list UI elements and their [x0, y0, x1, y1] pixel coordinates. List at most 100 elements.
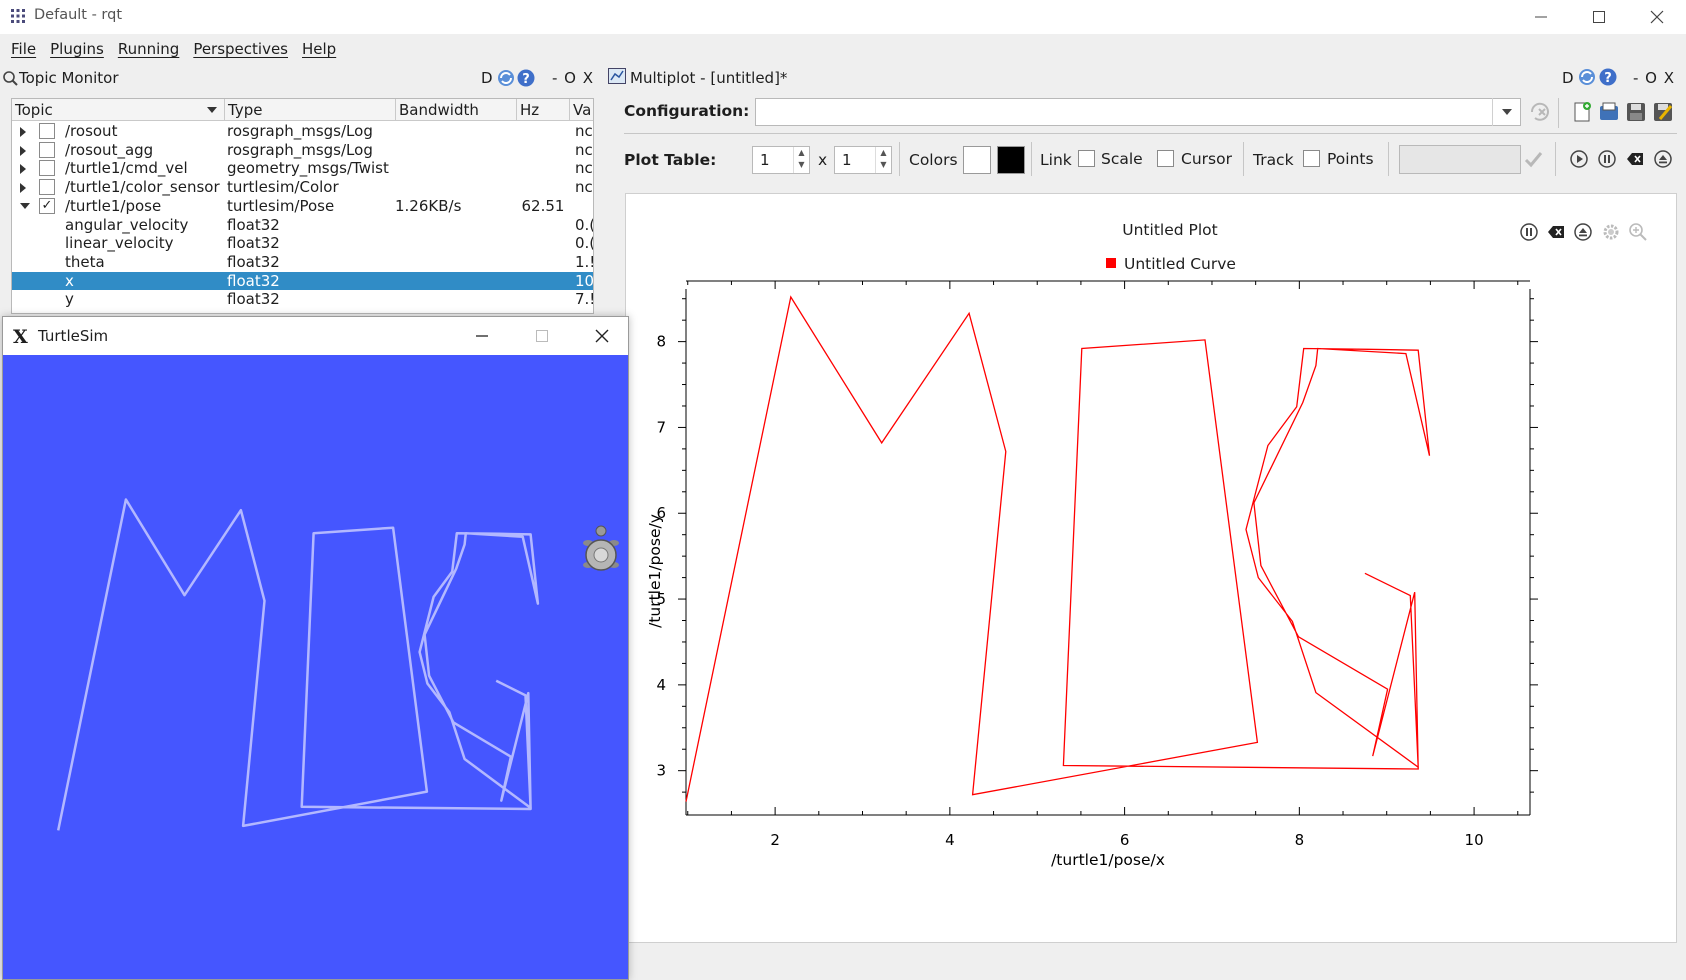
column-hz[interactable]: Hz [517, 99, 570, 121]
maximize-icon[interactable] [535, 329, 549, 343]
menu-file[interactable]: File [11, 40, 37, 58]
configuration-input[interactable] [755, 98, 1521, 126]
topic-row[interactable]: /rosout_agg rosgraph_msgs/Log nc [12, 141, 593, 160]
multiplot-app-icon [608, 68, 626, 84]
menu-help[interactable]: Help [302, 40, 337, 58]
help-icon[interactable]: ? [1598, 67, 1618, 87]
x-tick-label: 6 [1120, 831, 1130, 849]
topic-row[interactable]: linear_velocity float32 0.( [12, 234, 593, 253]
plot-widget[interactable] [625, 193, 1677, 943]
topic-row[interactable]: theta float32 1.! [12, 253, 593, 272]
pause-icon[interactable] [1519, 222, 1539, 242]
eject-icon[interactable] [1573, 222, 1593, 242]
topic-row[interactable]: /turtle1/color_sensor turtlesim/Color nc [12, 178, 593, 197]
menu-plugins[interactable]: Plugins [50, 40, 104, 58]
topic-row[interactable]: /rosout rosgraph_msgs/Log nc [12, 122, 593, 141]
y-tick-label: 3 [656, 762, 666, 780]
curve-line [685, 295, 1431, 802]
menu-perspectives[interactable]: Perspectives [193, 40, 288, 58]
topic-name: /turtle1/cmd_vel [65, 159, 188, 178]
topic-checkbox[interactable]: ✓ [39, 197, 55, 214]
topic-value: nc [575, 178, 593, 197]
toolbar-separator [1031, 142, 1032, 176]
topic-name: theta [65, 252, 105, 271]
topic-type: turtlesim/Color [227, 178, 339, 197]
configuration-dropdown[interactable] [1492, 98, 1520, 126]
menu-running[interactable]: Running [117, 40, 180, 58]
turtlesim-window[interactable]: X TurtleSim [2, 316, 629, 980]
refresh-icon[interactable] [496, 68, 516, 88]
close-button[interactable] [1628, 0, 1686, 34]
foreground-color-swatch[interactable] [997, 146, 1025, 174]
play-icon[interactable] [1569, 149, 1589, 169]
topic-type: geometry_msgs/Twist [227, 159, 389, 178]
turtle-trail [56, 498, 619, 831]
y-tick-label: 5 [656, 590, 666, 608]
column-topic[interactable]: Topic [12, 99, 225, 121]
plot-canvas[interactable]: 2 4 6 8 10 3 4 5 6 7 8/turtle1/pose/x/turtle1/pose… [625, 193, 1677, 943]
background-color-swatch[interactable] [963, 146, 991, 174]
topic-name: linear_velocity [65, 234, 174, 253]
plot-table-label: Plot Table: [624, 151, 717, 169]
save-icon[interactable] [1625, 101, 1647, 123]
eject-icon[interactable] [1653, 149, 1673, 169]
save-as-icon[interactable] [1652, 101, 1674, 123]
maximize-button[interactable] [1570, 0, 1628, 34]
topic-row[interactable]: x float32 10 [12, 271, 593, 291]
expand-right-icon[interactable] [20, 145, 26, 156]
expand-right-icon[interactable] [20, 164, 26, 175]
expand-right-icon[interactable] [20, 183, 26, 194]
topic-type: float32 [227, 252, 280, 271]
topic-checkbox[interactable] [39, 179, 55, 196]
column-bandwidth[interactable]: Bandwidth [396, 99, 517, 121]
plot-rows-spinbox[interactable]: 1 ▲ ▼ [752, 146, 810, 174]
multiplot-d-button[interactable]: D [1562, 69, 1575, 87]
minimize-button[interactable] [1512, 0, 1570, 34]
spin-arrows-icon[interactable]: ▲ ▼ [793, 147, 809, 173]
plot-legend[interactable]: Untitled Curve [1106, 255, 1236, 273]
topic-value: nc [575, 122, 593, 140]
column-value[interactable]: Va [573, 101, 592, 119]
zoom-in-icon[interactable] [1628, 222, 1648, 242]
multiplot-dock-controls[interactable]: - O X [1633, 69, 1676, 87]
link-checkbox[interactable] [1078, 150, 1095, 167]
gear-icon[interactable] [1601, 222, 1621, 242]
topic-hz: 62.51 [521, 196, 565, 215]
refresh-icon[interactable] [1577, 67, 1597, 87]
track-checkbox[interactable] [1303, 150, 1320, 167]
clear-icon[interactable] [1546, 222, 1566, 242]
track-input[interactable] [1399, 145, 1521, 174]
topic-monitor-dock-controls[interactable]: - O X [552, 69, 595, 87]
topic-row[interactable]: angular_velocity float32 0.( [12, 216, 593, 235]
topic-row[interactable]: y float32 7.! [12, 290, 593, 309]
topic-name: /rosout [65, 122, 118, 140]
close-icon[interactable] [595, 329, 609, 343]
turtle-icon [583, 525, 619, 571]
spin-arrows-icon[interactable]: ▲ ▼ [875, 147, 891, 173]
clear-icon[interactable] [1625, 149, 1645, 169]
topic-name: /turtle1/color_sensor [65, 178, 220, 197]
expand-down-icon[interactable] [20, 202, 30, 209]
topic-type: rosgraph_msgs/Log [227, 140, 373, 159]
topic-checkbox[interactable] [39, 123, 55, 139]
toolbar-separator [1388, 142, 1389, 176]
turtlesim-title-bar[interactable]: X TurtleSim [3, 317, 628, 355]
pause-icon[interactable] [1597, 149, 1617, 169]
expand-right-icon[interactable] [20, 127, 26, 137]
open-file-icon[interactable] [1598, 101, 1620, 123]
topic-row[interactable]: ✓ /turtle1/pose turtlesim/Pose 1.26KB/s 62.5… [12, 197, 593, 216]
plot-cols-spinbox[interactable]: 1 ▲ ▼ [834, 146, 892, 174]
help-icon[interactable]: ? [516, 68, 536, 88]
new-file-icon[interactable] [1571, 101, 1593, 123]
column-type[interactable]: Type [225, 99, 396, 121]
topic-value: 0.( [575, 234, 594, 253]
topic-row[interactable]: /turtle1/cmd_vel geometry_msgs/Twist nc [12, 159, 593, 178]
topic-monitor-d-button[interactable]: D [481, 69, 494, 87]
scale-checkbox[interactable] [1157, 150, 1174, 167]
topic-checkbox[interactable] [39, 141, 55, 158]
clear-config-icon[interactable] [1529, 101, 1551, 123]
points-label: Points [1327, 150, 1374, 168]
minimize-icon[interactable] [475, 329, 489, 343]
checkmark-icon[interactable] [1523, 149, 1543, 169]
topic-checkbox[interactable] [39, 160, 55, 177]
